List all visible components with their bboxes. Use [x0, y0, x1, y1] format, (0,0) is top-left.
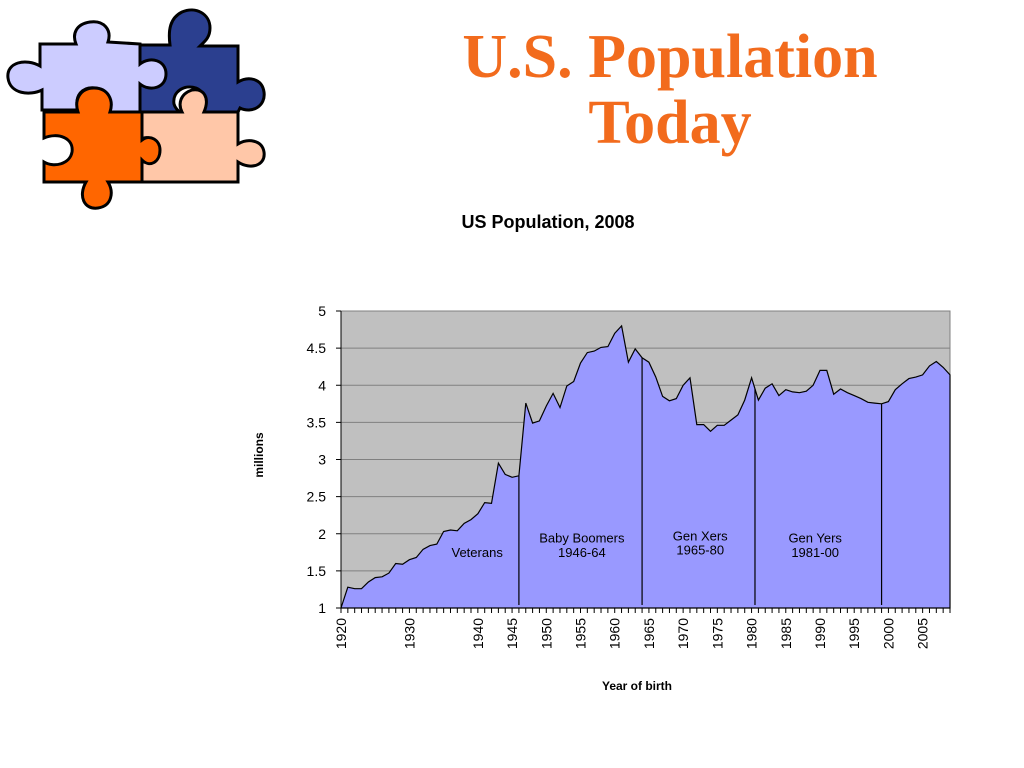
area-layer — [340, 324, 951, 609]
y-tick-label: 2 — [318, 526, 326, 542]
slide-title: U.S. Population Today — [380, 24, 960, 156]
generation-label: Baby Boomers — [539, 531, 625, 546]
y-axis-label: millions — [252, 432, 266, 478]
x-tick-label: 2005 — [915, 618, 931, 649]
x-tick-labels: 1920 1930 1940 1945 1950 1955 1960 1965 1970 1975… — [333, 618, 931, 649]
y-tick-label: 3.5 — [307, 414, 327, 430]
generation-label: Gen Xers — [673, 528, 728, 543]
x-tick-label: 1945 — [504, 618, 520, 649]
generation-label: 1965-80 — [676, 543, 724, 558]
x-tick-label: 1985 — [778, 618, 794, 649]
x-tick-label: 2000 — [880, 618, 896, 649]
y-tick-label: 4.5 — [307, 340, 327, 356]
x-tick-label: 1920 — [333, 618, 349, 649]
x-tick-label: 1955 — [572, 618, 588, 649]
y-tick-label: 1 — [318, 600, 326, 616]
x-tick-label: 1930 — [401, 618, 417, 649]
generation-label: 1946-64 — [558, 545, 606, 560]
x-tick-label: 1980 — [744, 618, 760, 649]
x-tick-label: 1940 — [470, 618, 486, 649]
y-tick-label: 2.5 — [307, 489, 327, 505]
chart-title: US Population, 2008 — [461, 212, 634, 232]
x-tick-label: 1995 — [846, 618, 862, 649]
y-tick-label: 5 — [318, 303, 326, 319]
puzzle-piece-orange — [42, 86, 162, 210]
puzzle-piece-navy — [138, 8, 266, 116]
x-tick-label: 1975 — [709, 618, 725, 649]
generation-dividers — [518, 357, 883, 605]
generation-label: 1981-00 — [791, 545, 839, 560]
slide-title-line-1: U.S. Population — [462, 23, 878, 91]
x-tick-label: 1990 — [812, 618, 828, 649]
x-axis-label: Year of birth — [602, 679, 672, 693]
population-area — [340, 324, 951, 609]
generation-label: Veterans — [452, 545, 504, 560]
x-tick-label: 1960 — [607, 618, 623, 649]
y-tick-labels: 1 1.5 2 2.5 3 3.5 4 4.5 5 — [307, 303, 327, 616]
y-tick-label: 3 — [318, 452, 326, 468]
y-tick-label: 4 — [318, 377, 326, 393]
y-tick-label: 1.5 — [307, 563, 327, 579]
x-tick-label: 1970 — [675, 618, 691, 649]
x-tick-label: 1950 — [538, 618, 554, 649]
x-tick-label: 1965 — [641, 618, 657, 649]
puzzle-pieces-icon — [6, 8, 266, 210]
axes — [336, 310, 951, 613]
slide-title-line-2: Today — [588, 89, 752, 157]
generation-label: Gen Yers — [788, 531, 842, 546]
